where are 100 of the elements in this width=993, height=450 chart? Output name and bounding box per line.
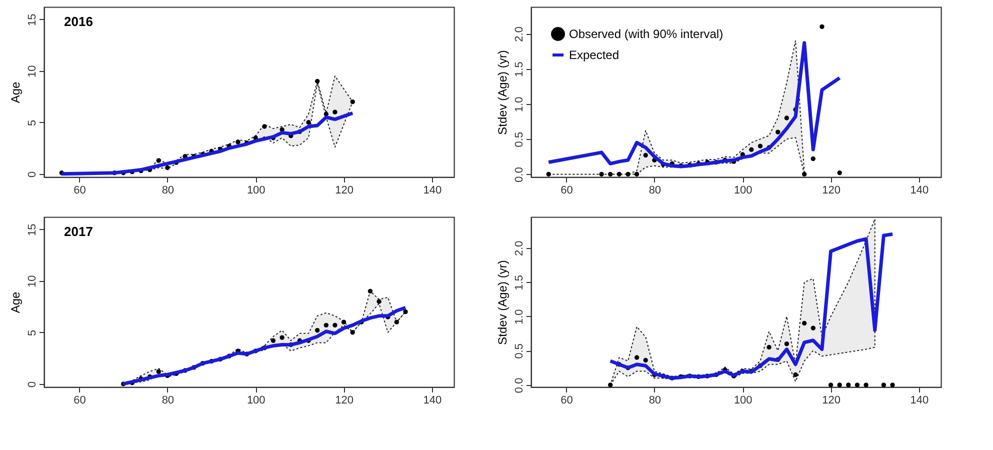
point	[165, 165, 170, 170]
point	[270, 338, 276, 343]
y-tick-label: 0	[26, 171, 38, 178]
y-axis-title: Age	[8, 292, 22, 314]
point	[394, 320, 400, 324]
x-tick-label: 60	[74, 184, 86, 196]
point	[820, 24, 824, 30]
point	[802, 320, 807, 326]
point	[403, 309, 408, 314]
point	[332, 322, 338, 328]
point	[634, 172, 640, 177]
x-tick-label: 100	[734, 184, 752, 196]
point	[634, 355, 640, 360]
point	[749, 147, 754, 152]
point	[802, 172, 807, 177]
x-tick-label: 60	[560, 394, 573, 406]
point	[784, 116, 790, 120]
text: 2016	[64, 14, 93, 29]
point	[810, 326, 816, 330]
x-tick-label: 120	[822, 184, 840, 196]
point	[332, 110, 338, 114]
point	[776, 130, 780, 134]
point	[881, 382, 886, 388]
x-tick-label: 120	[335, 184, 354, 196]
point	[350, 330, 355, 335]
x-tick-label: 140	[423, 394, 442, 406]
point	[828, 382, 834, 388]
point	[280, 335, 284, 340]
point	[599, 172, 604, 177]
legend-label: Observed (with 90% interval)	[569, 27, 724, 41]
y-tick-label: 0	[26, 381, 38, 388]
y-tick-label: 15	[26, 224, 38, 236]
y-axis-title: Stdev (Age) (yr)	[496, 50, 510, 135]
point	[784, 341, 790, 346]
y-tick-label: 10	[26, 275, 38, 288]
y-tick-label: 0.5	[514, 344, 526, 359]
point	[608, 382, 613, 388]
x-tick-label: 140	[910, 184, 929, 196]
y-tick-label: 0.0	[514, 378, 526, 394]
point	[626, 172, 630, 177]
point	[156, 158, 161, 163]
line-series	[608, 232, 894, 380]
y-tick-label: 1.0	[514, 96, 526, 112]
y-tick-label: 1.5	[514, 274, 526, 290]
point	[864, 382, 868, 388]
y-tick-label: 1.5	[514, 62, 526, 77]
y-axis-title: Stdev (Age) (yr)	[496, 260, 510, 345]
y-tick-label: 1.0	[514, 309, 526, 325]
x-tick-label: 100	[734, 394, 752, 406]
point	[236, 140, 240, 144]
point	[546, 172, 551, 177]
point	[810, 156, 816, 162]
point	[341, 320, 346, 324]
y-tick-label: 2.0	[514, 26, 526, 42]
x-tick-label: 80	[648, 184, 662, 196]
point	[608, 172, 613, 177]
x-tick-label: 60	[74, 394, 86, 406]
point	[837, 170, 842, 176]
point	[350, 99, 355, 104]
point	[376, 299, 382, 304]
x-tick-label: 80	[648, 394, 662, 406]
point	[854, 382, 860, 388]
x-tick-label: 140	[423, 184, 442, 196]
point	[793, 372, 798, 377]
point	[766, 344, 772, 350]
point	[758, 144, 763, 148]
point	[643, 358, 648, 363]
y-tick-label: 5	[26, 120, 38, 126]
x-tick-label: 80	[162, 184, 174, 196]
point	[306, 120, 311, 125]
point	[314, 78, 320, 84]
text: 2017	[64, 224, 93, 239]
x-tick-label: 100	[246, 394, 266, 406]
x-tick-label: 80	[162, 394, 174, 406]
x-tick-label: 100	[246, 184, 266, 196]
x-tick-label: 60	[560, 184, 573, 196]
line-series	[546, 41, 842, 168]
y-tick-label: 2.0	[514, 240, 526, 256]
legend-label: Expected	[569, 48, 620, 62]
point	[890, 382, 895, 388]
point	[616, 172, 622, 177]
point	[837, 382, 842, 388]
point	[262, 124, 267, 129]
line-series	[60, 111, 354, 176]
line-series	[122, 306, 408, 386]
point	[156, 369, 161, 374]
point	[643, 152, 648, 158]
x-tick-label: 120	[822, 394, 840, 406]
y-tick-label: 0.5	[514, 132, 526, 148]
point	[368, 288, 373, 294]
y-tick-label: 5	[26, 330, 38, 336]
point	[314, 328, 320, 333]
point	[846, 382, 851, 388]
y-axis-title: Age	[8, 82, 22, 104]
x-tick-label: 140	[910, 394, 929, 406]
y-tick-label: 0.0	[514, 167, 526, 182]
x-tick-label: 120	[335, 394, 354, 406]
y-tick-label: 10	[26, 65, 38, 78]
point	[324, 322, 328, 328]
y-tick-label: 15	[26, 14, 38, 26]
